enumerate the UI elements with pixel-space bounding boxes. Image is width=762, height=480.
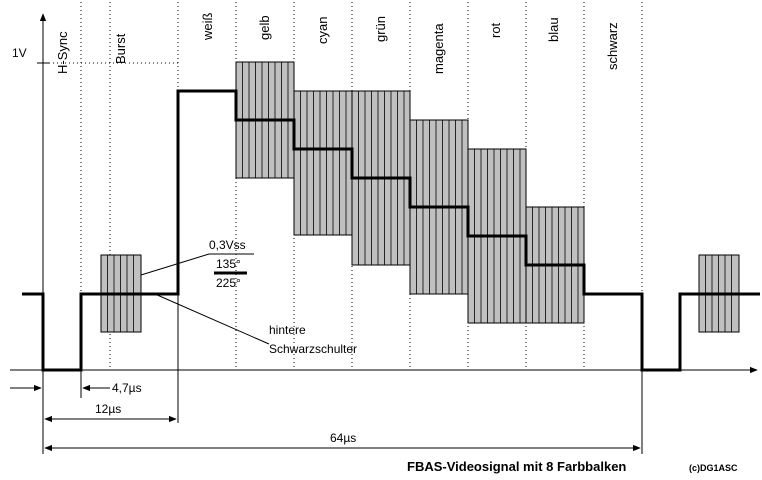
dim-12us-label: 12µs bbox=[95, 402, 121, 416]
chroma-blocks bbox=[100, 61, 740, 333]
credit-label: (c)DG1ASC bbox=[689, 463, 738, 473]
burst-amplitude-label: 0,3Vss bbox=[209, 238, 246, 252]
back-porch-annotation: hintere Schwarzschulter bbox=[154, 293, 357, 356]
bar-label-gelb: gelb bbox=[257, 15, 272, 40]
dim-64us-label: 64µs bbox=[330, 431, 356, 445]
bar-label-blau: blau bbox=[546, 17, 561, 42]
bar-label-gruen: grün bbox=[373, 16, 388, 42]
bar-label-rot: rot bbox=[488, 22, 503, 38]
bar-label-weiss: weiß bbox=[200, 12, 215, 41]
chroma-block-cyan-rect bbox=[293, 90, 353, 236]
bar-label-schwarz: schwarz bbox=[605, 22, 620, 70]
bar-label-cyan: cyan bbox=[315, 17, 330, 44]
back-porch-label-line1: hintere bbox=[269, 323, 306, 337]
back-porch-label-line2: Schwarzschulter bbox=[269, 342, 357, 356]
bar-label-magenta: magenta bbox=[431, 23, 446, 74]
y-axis-label: 1V bbox=[12, 46, 27, 60]
diagram-title: FBAS-Videosignal mit 8 Farbbalken bbox=[407, 459, 626, 474]
burst-annotation: 0,3Vss 135° 225° bbox=[140, 238, 254, 290]
bar-labels: H-Sync Burst weiß gelb cyan grün magenta… bbox=[55, 12, 620, 74]
burst-phase-top-label: 135° bbox=[216, 257, 241, 271]
video-signal bbox=[22, 89, 760, 372]
bar-label-h-sync: H-Sync bbox=[55, 31, 70, 74]
bar-label-burst: Burst bbox=[113, 33, 128, 64]
dim-sync-label: 4,7µs bbox=[112, 381, 142, 395]
chroma-block-cyan bbox=[293, 90, 353, 236]
burst-leader-line bbox=[140, 253, 210, 276]
back-porch-leader-line bbox=[154, 293, 270, 345]
burst-phase-bottom-label: 225° bbox=[216, 276, 241, 290]
